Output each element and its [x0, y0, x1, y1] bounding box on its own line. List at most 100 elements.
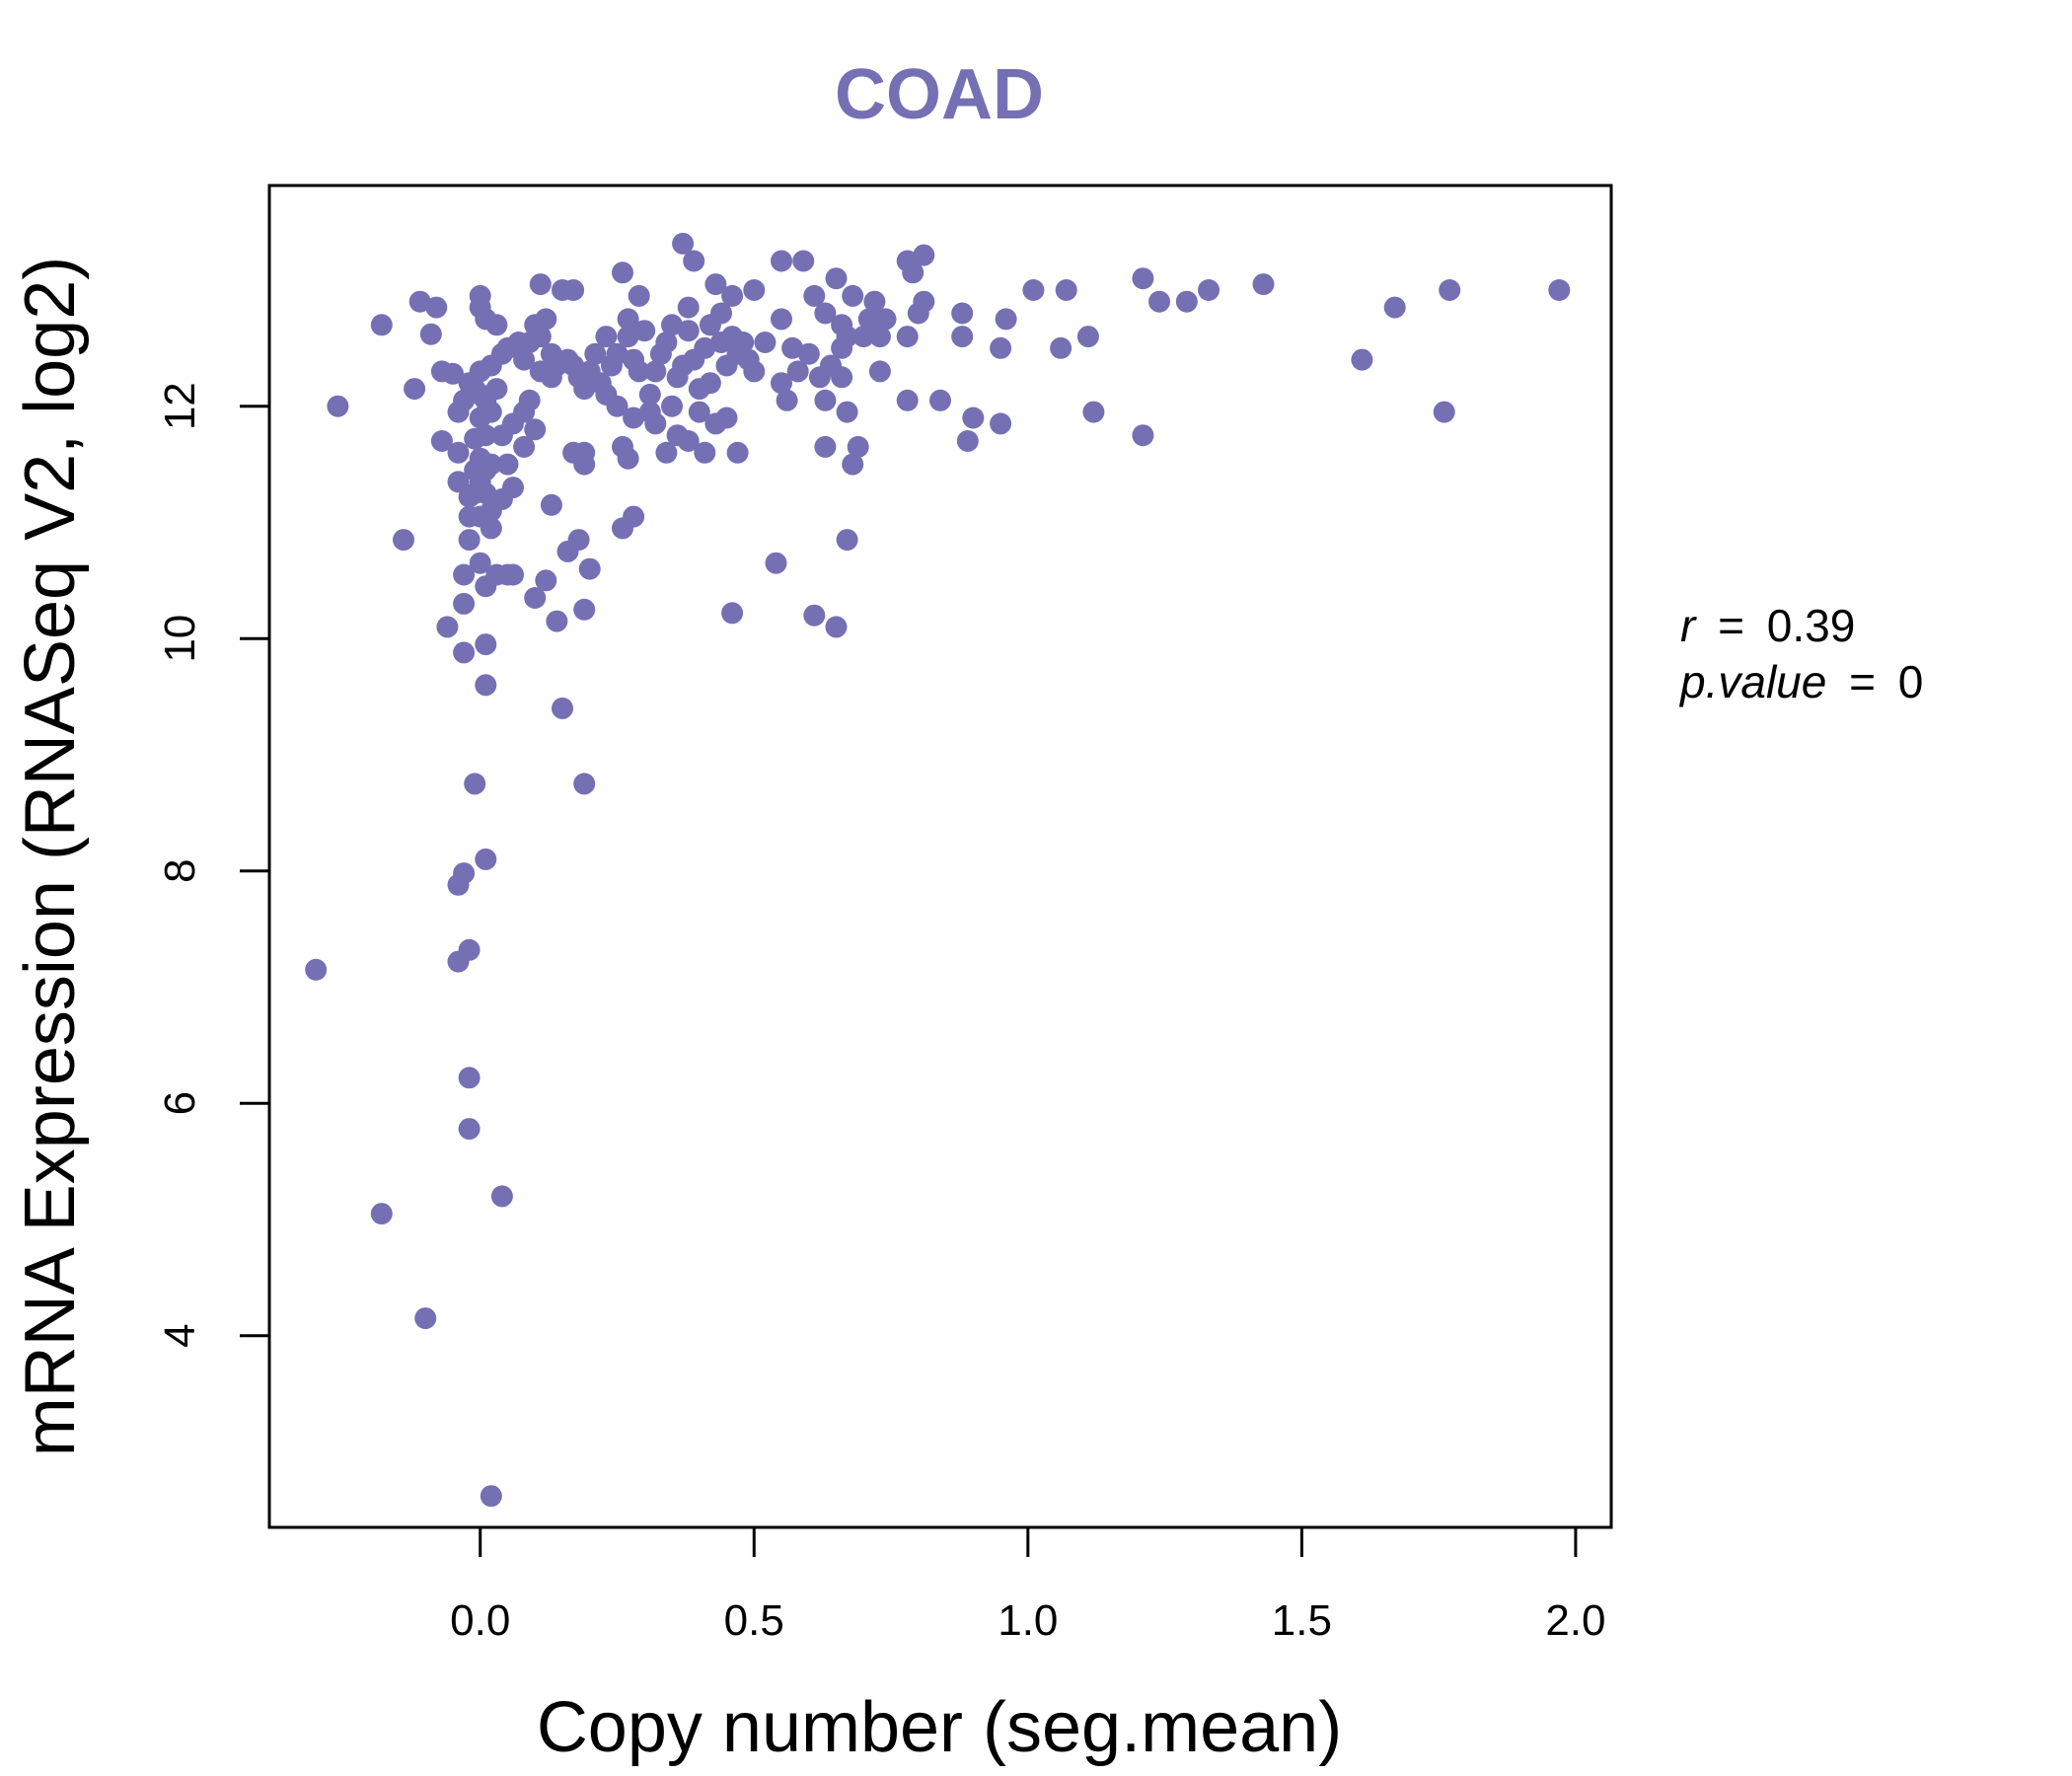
data-point — [831, 366, 853, 389]
data-point — [688, 401, 710, 423]
data-point — [475, 633, 497, 656]
data-point — [726, 441, 749, 464]
p-statistic: p.value = 0 — [1678, 656, 1923, 707]
data-point — [633, 320, 656, 342]
data-point — [370, 1203, 393, 1225]
data-point — [1433, 401, 1455, 423]
data-point — [535, 569, 557, 592]
data-point — [896, 326, 919, 348]
data-point — [606, 395, 629, 417]
data-point — [836, 401, 858, 423]
data-point — [814, 302, 837, 325]
data-point — [1055, 279, 1077, 301]
data-point — [962, 407, 985, 429]
data-point — [464, 773, 486, 795]
data-point — [453, 641, 476, 664]
chart-title: COAD — [835, 55, 1044, 134]
data-point — [743, 279, 766, 301]
data-point — [370, 314, 393, 336]
data-point — [721, 284, 744, 307]
data-point — [951, 302, 974, 325]
data-point — [1050, 336, 1073, 359]
r-label: r — [1680, 600, 1697, 651]
data-point — [453, 563, 476, 586]
data-point — [1548, 279, 1571, 301]
data-point — [612, 261, 633, 284]
data-point — [847, 435, 869, 458]
data-point — [617, 326, 639, 348]
data-point — [710, 302, 732, 325]
data-point — [578, 557, 601, 580]
data-point — [529, 273, 552, 296]
data-point — [480, 401, 502, 423]
data-point — [814, 435, 837, 458]
data-point — [1076, 326, 1099, 348]
data-point — [485, 378, 508, 401]
data-point — [852, 326, 875, 348]
data-point — [327, 395, 349, 417]
data-point — [628, 360, 650, 383]
data-point — [715, 407, 738, 429]
data-point — [458, 1067, 481, 1089]
data-point — [694, 336, 716, 359]
data-point — [524, 418, 547, 441]
data-point — [1439, 279, 1461, 301]
data-point — [513, 435, 536, 458]
data-point — [430, 430, 453, 452]
data-point — [842, 284, 864, 307]
data-point — [655, 441, 678, 464]
data-point — [836, 529, 858, 552]
data-point — [803, 284, 826, 307]
data-point — [595, 326, 618, 348]
data-point — [496, 453, 519, 476]
p-label: p.value — [1678, 656, 1826, 707]
y-tick-label: 12 — [156, 382, 204, 430]
data-point — [803, 604, 826, 627]
data-point — [529, 326, 552, 348]
data-point — [704, 273, 727, 296]
data-point — [814, 389, 837, 411]
data-point — [990, 336, 1012, 359]
data-point — [990, 412, 1012, 435]
data-point — [1148, 290, 1170, 313]
data-point — [743, 360, 766, 383]
data-point — [771, 372, 792, 395]
data-point — [792, 250, 815, 272]
data-point — [458, 529, 481, 552]
data-point — [442, 362, 464, 385]
correlation-annotation: r = 0.39 p.value = 0 — [1678, 600, 1923, 707]
data-point — [1082, 401, 1105, 423]
data-point — [868, 326, 891, 348]
data-point — [1175, 290, 1198, 313]
r-equals: = — [1718, 600, 1744, 651]
y-axis-label: mRNA Expression (RNASeq V2, log2) — [11, 257, 90, 1456]
data-point — [1252, 273, 1275, 296]
data-point — [502, 477, 524, 499]
data-point — [786, 360, 809, 383]
data-point — [617, 447, 639, 470]
data-point — [305, 958, 328, 981]
data-point — [863, 290, 886, 313]
data-point — [475, 848, 497, 870]
data-point — [524, 587, 547, 609]
data-point — [567, 529, 590, 552]
x-tick-label: 1.0 — [998, 1596, 1058, 1645]
data-point — [513, 348, 536, 371]
data-point — [797, 342, 820, 365]
r-statistic: r = 0.39 — [1680, 600, 1855, 651]
data-point — [644, 412, 667, 435]
data-point — [573, 773, 596, 795]
y-axis: 4 6 8 10 12 — [156, 382, 271, 1348]
data-point — [825, 616, 848, 638]
data-point — [677, 296, 700, 319]
data-point — [842, 453, 864, 476]
data-point — [623, 407, 645, 429]
data-point — [1132, 424, 1154, 447]
data-point — [490, 1185, 513, 1208]
data-point — [447, 441, 470, 464]
data-point — [902, 261, 925, 284]
data-point — [573, 441, 596, 464]
x-tick-label: 1.5 — [1272, 1596, 1332, 1645]
data-point — [475, 482, 497, 504]
data-point — [754, 332, 777, 353]
